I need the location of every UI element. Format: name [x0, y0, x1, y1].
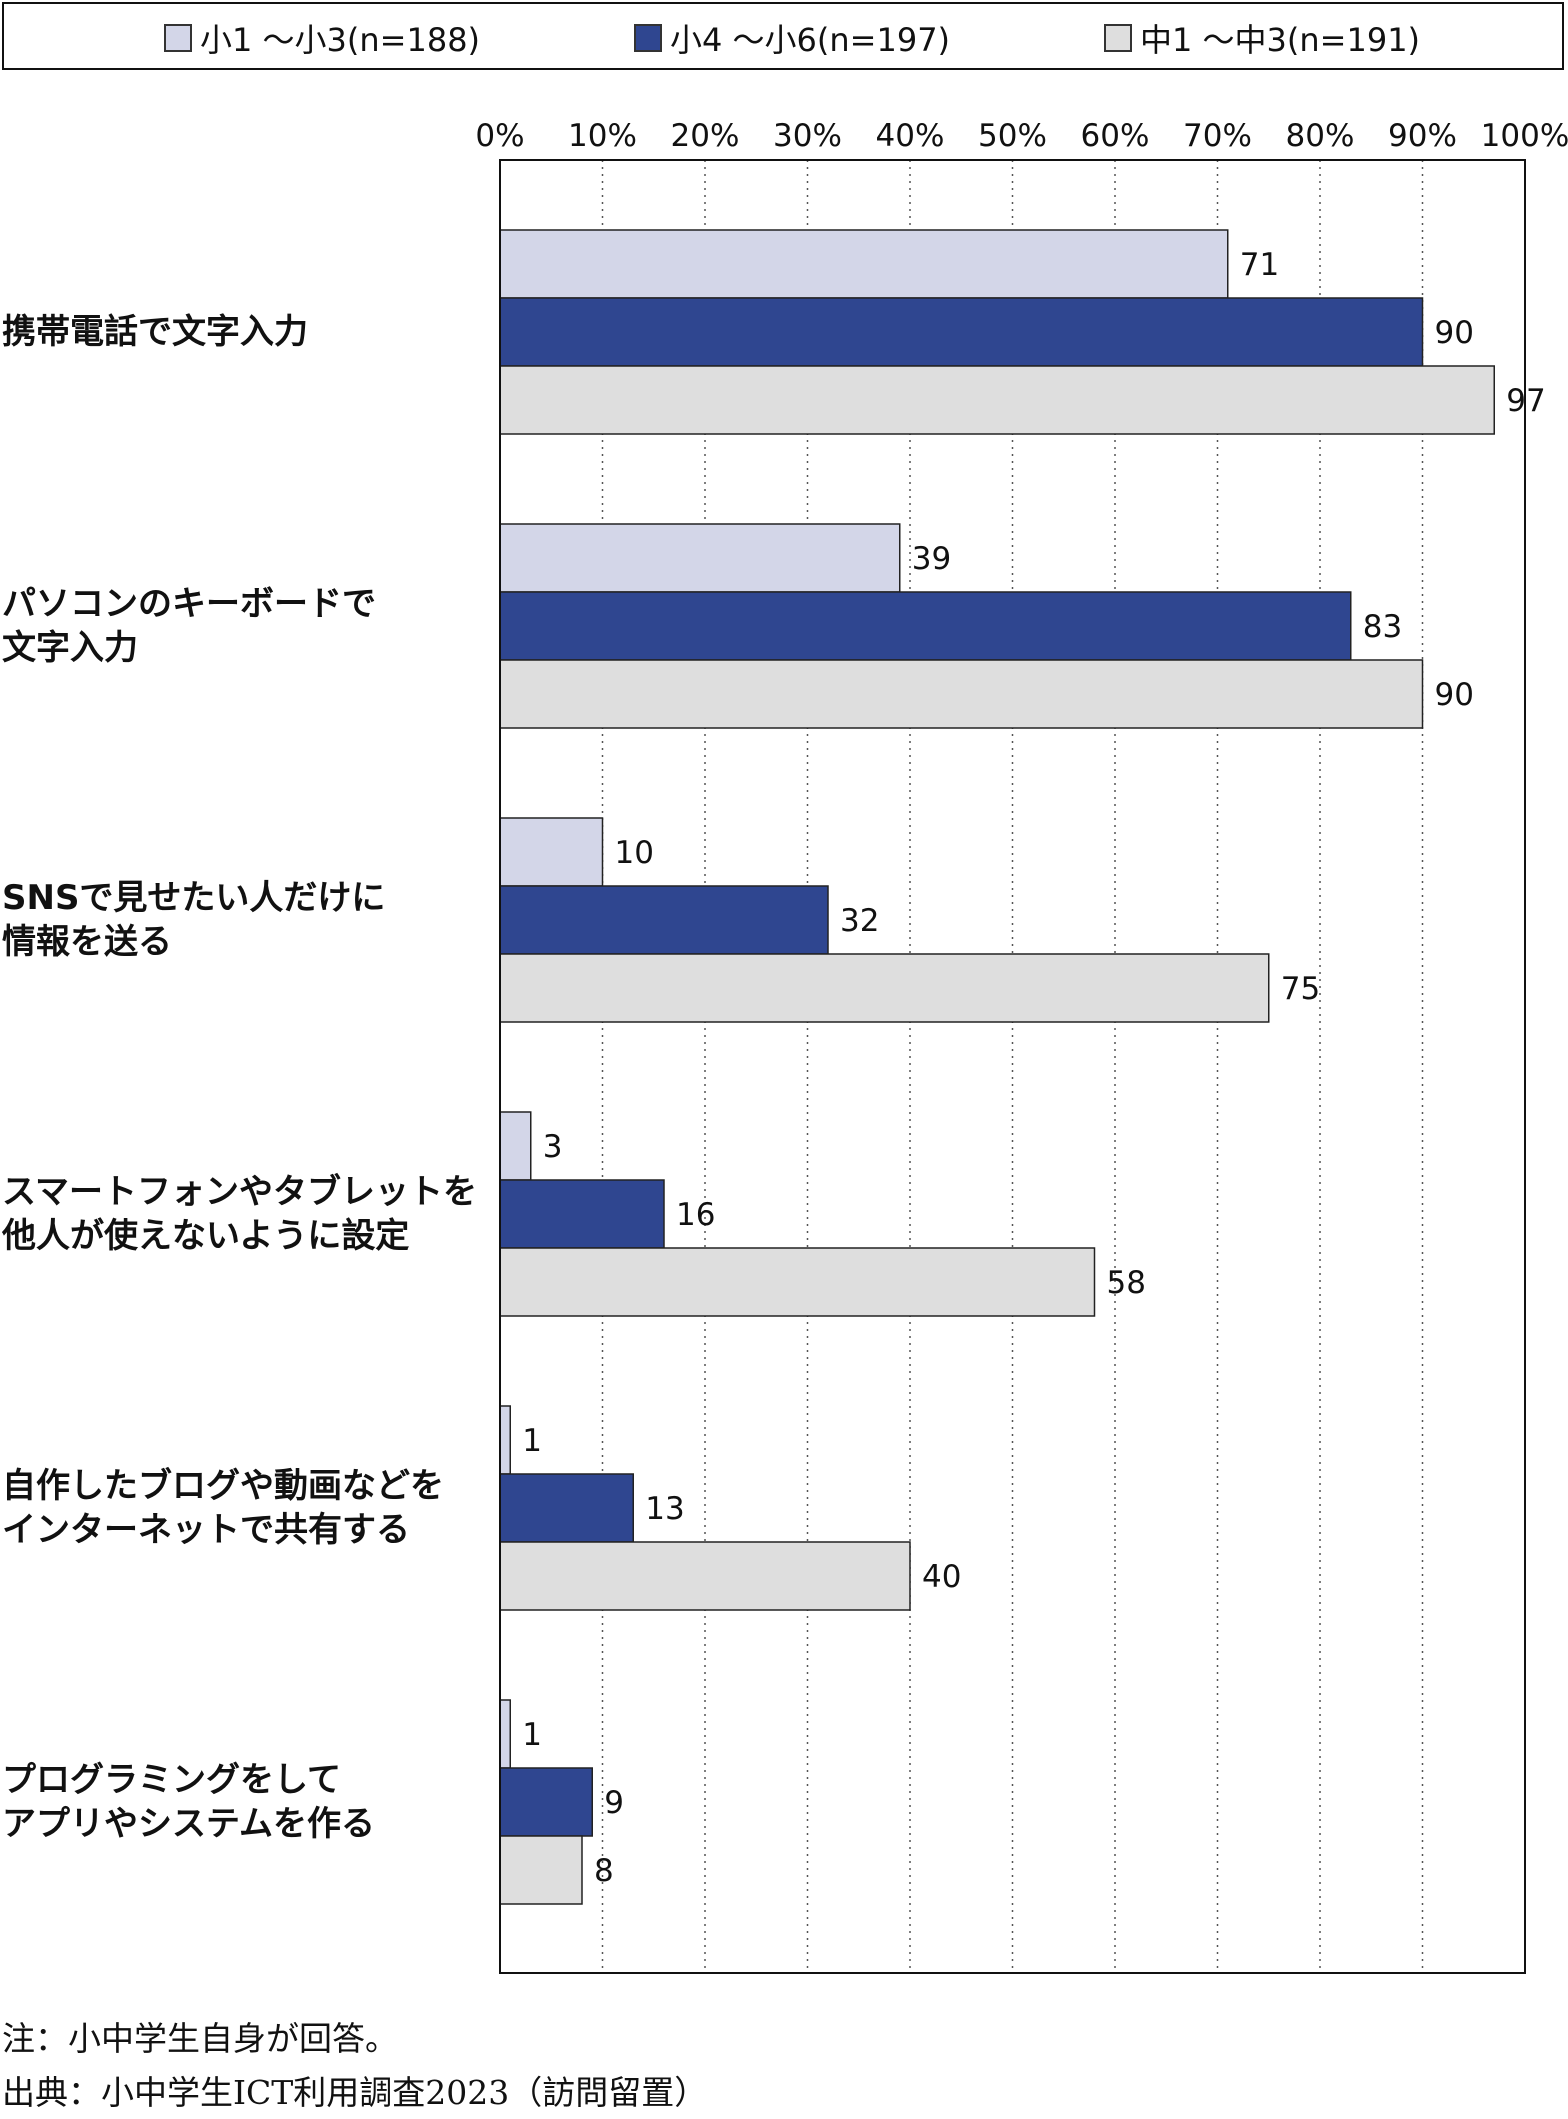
data-label: 83 [1363, 609, 1402, 645]
legend-swatch-grade1-3 [164, 24, 192, 52]
legend: 小1 ～小3(n=188) 小4 ～小6(n=197) 中1 ～中3(n=191… [2, 2, 1564, 70]
plot-frame [499, 159, 1526, 1974]
legend-item-junior-high: 中1 ～中3(n=191) [1104, 18, 1421, 59]
bar [499, 1179, 665, 1249]
bar [499, 1767, 593, 1837]
data-label: 39 [912, 541, 951, 577]
data-label: 16 [676, 1197, 715, 1233]
category-label-line: インターネットで共有する [2, 1510, 410, 1550]
data-label: 58 [1107, 1265, 1146, 1301]
bar [499, 659, 1424, 729]
legend-swatch-grade4-6 [634, 24, 662, 52]
tick-label: 20% [671, 118, 740, 154]
legend-item-grade4-6: 小4 ～小6(n=197) [634, 18, 951, 59]
data-label: 90 [1435, 315, 1474, 351]
tick-label: 10% [568, 118, 637, 154]
bar [499, 523, 901, 593]
category-label-line: 他人が使えないように設定 [2, 1216, 410, 1256]
category-label-line: スマートフォンやタブレットを [2, 1172, 477, 1212]
category-label: スマートフォンやタブレットを 他人が使えないように設定 [2, 1170, 477, 1258]
data-label: 1 [522, 1717, 542, 1753]
tick-label: 50% [978, 118, 1047, 154]
category-label: パソコンのキーボードで 文字入力 [2, 582, 376, 670]
category-label: 携帯電話で文字入力 [2, 310, 308, 354]
data-label: 71 [1240, 247, 1279, 283]
legend-label-grade4-6: 小4 ～小6(n=197) [670, 21, 951, 59]
legend-label-grade1-3: 小1 ～小3(n=188) [200, 21, 481, 59]
data-label: 13 [645, 1491, 684, 1527]
data-label: 9 [604, 1785, 624, 1821]
category-label-line: プログラミングをして [2, 1760, 341, 1800]
category-label-line: SNSで見せたい人だけに [2, 878, 386, 918]
data-label: 32 [840, 903, 879, 939]
tick-label: 70% [1183, 118, 1252, 154]
tick-label: 30% [773, 118, 842, 154]
category-label-line: 文字入力 [2, 628, 138, 668]
data-label: 8 [594, 1853, 614, 1889]
bar [499, 297, 1424, 367]
bar [499, 591, 1352, 661]
bar [499, 365, 1495, 435]
footnote: 注：小中学生自身が回答。 [2, 2019, 398, 2058]
category-label-line: パソコンのキーボードで [2, 584, 376, 624]
bar [499, 953, 1270, 1023]
bar [499, 1473, 634, 1543]
category-label-line: 携帯電話で文字入力 [2, 312, 308, 352]
bar [499, 1405, 511, 1475]
bar [499, 817, 604, 887]
tick-label: 60% [1081, 118, 1150, 154]
bar [499, 229, 1229, 299]
tick-label: 100% [1481, 118, 1568, 154]
source-note: 出典：小中学生ICT利用調査2023（訪問留置） [2, 2073, 708, 2112]
category-label-line: 情報を送る [2, 922, 172, 962]
category-label: SNSで見せたい人だけに 情報を送る [2, 876, 385, 964]
bar [499, 1111, 532, 1181]
data-label: 40 [922, 1559, 961, 1595]
category-label: プログラミングをして アプリやシステムを作る [2, 1758, 375, 1846]
data-label: 10 [615, 835, 654, 871]
data-label: 1 [522, 1423, 542, 1459]
data-label: 75 [1281, 971, 1320, 1007]
bar [499, 1247, 1096, 1317]
data-label: 90 [1435, 677, 1474, 713]
tick-label: 90% [1388, 118, 1457, 154]
bar [499, 1699, 511, 1769]
tick-label: 80% [1286, 118, 1355, 154]
legend-swatch-junior-high [1104, 24, 1132, 52]
bar [499, 885, 829, 955]
tick-label: 0% [475, 118, 524, 154]
tick-label: 40% [876, 118, 945, 154]
category-label-line: 自作したブログや動画などを [2, 1466, 444, 1506]
bar [499, 1541, 911, 1611]
category-label-line: アプリやシステムを作る [2, 1804, 375, 1844]
legend-item-grade1-3: 小1 ～小3(n=188) [164, 18, 481, 59]
legend-label-junior-high: 中1 ～中3(n=191) [1140, 21, 1421, 59]
bar [499, 1835, 583, 1905]
data-label: 3 [543, 1129, 563, 1165]
category-label: 自作したブログや動画などを インターネットで共有する [2, 1464, 444, 1552]
